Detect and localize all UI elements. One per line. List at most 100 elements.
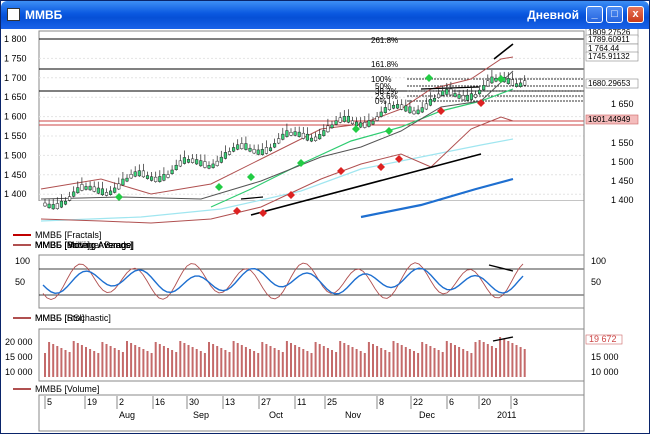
- stochastic-line: [42, 262, 524, 301]
- volume-bar: [302, 349, 305, 377]
- maximize-button[interactable]: □: [606, 6, 623, 23]
- legend-label: ММВБ [Moving Average]: [35, 239, 134, 250]
- volume-bar: [154, 342, 157, 377]
- price-panel: [38, 30, 585, 202]
- volume-bar: [85, 347, 87, 377]
- volume-bar: [113, 348, 116, 377]
- candle-body: [154, 176, 158, 182]
- volume-bar: [220, 348, 223, 377]
- fractal-up-marker: [247, 173, 255, 181]
- price-tag: 1601.44949: [588, 115, 631, 124]
- candle-body: [514, 83, 519, 87]
- fractal-up-marker: [385, 127, 393, 135]
- timeframe-label[interactable]: Дневной: [527, 8, 579, 22]
- fractal-down-marker: [377, 163, 385, 171]
- volume-bar: [183, 343, 186, 377]
- candle-body: [420, 107, 424, 113]
- x-month-label: Aug: [119, 410, 135, 420]
- minimize-button[interactable]: _: [586, 6, 603, 23]
- volume-bar: [64, 350, 67, 377]
- volume-bar: [445, 341, 448, 377]
- x-month-label: Sep: [193, 410, 209, 420]
- volume-bar: [126, 341, 128, 377]
- chart-canvas[interactable]: 1 800 1 750 1 700 1 650 1 600 1 550 1 500 1 450…: [1, 27, 649, 433]
- ma-cyan-line: [40, 138, 514, 222]
- candle-body: [432, 97, 437, 102]
- volume-bar: [236, 343, 239, 377]
- candle-body: [371, 120, 375, 125]
- candle-body: [178, 160, 182, 167]
- candle-body: [125, 177, 129, 182]
- volume-bar: [376, 346, 379, 377]
- close-button[interactable]: x: [627, 6, 644, 23]
- candle-body: [158, 176, 162, 182]
- legend-label: ММВБ [Bollinger Bands]: [35, 239, 133, 250]
- volume-bar: [331, 350, 333, 377]
- x-day-label: 19: [87, 397, 97, 407]
- volume-bar: [162, 346, 165, 377]
- volume-bar: [224, 350, 227, 377]
- volume-bar: [56, 346, 59, 377]
- fractal-up-marker: [297, 159, 305, 167]
- x-axis-panel: [38, 394, 585, 432]
- volume-bar: [72, 341, 75, 377]
- candle-body: [428, 98, 432, 106]
- volume-bar: [314, 342, 317, 377]
- osc-tick-label: 100: [15, 256, 30, 266]
- legend-stochastic: ММВБ [Stochastic]: [13, 312, 111, 323]
- candle-body: [88, 185, 92, 191]
- candle-body: [482, 85, 486, 91]
- volume-bar: [339, 341, 342, 377]
- volume-bar: [117, 350, 120, 377]
- fib-label: 50%: [375, 82, 391, 91]
- app-icon: [7, 8, 20, 21]
- volume-bar: [437, 350, 440, 377]
- volume-bar: [474, 342, 477, 377]
- candle-body: [289, 132, 293, 136]
- candle-body: [215, 160, 219, 166]
- volume-bar: [515, 345, 518, 377]
- candle-body: [490, 76, 494, 84]
- candle-body: [268, 147, 273, 152]
- candle-body: [277, 138, 281, 144]
- fractal-up-marker: [425, 74, 433, 82]
- legend-label: ММВБ [Fractals]: [35, 229, 102, 240]
- price-tag-box: [585, 51, 639, 62]
- volume-bar: [470, 353, 473, 377]
- x-month-label: 2011: [497, 410, 516, 420]
- x-day-label: 8: [379, 397, 384, 407]
- osc-trend-line: [488, 264, 514, 272]
- volume-bar: [363, 353, 366, 377]
- volume-bar: [466, 351, 469, 377]
- title-bar[interactable]: ММВБ Дневной _ □ x: [1, 1, 649, 29]
- fractal-down-marker: [233, 207, 241, 215]
- legend-volume: ММВБ [Volume]: [13, 383, 99, 394]
- price-tick-label: 1 750: [4, 53, 27, 63]
- candle-body: [162, 174, 166, 181]
- volume-bar: [199, 351, 202, 377]
- volume-bar: [392, 341, 395, 377]
- legend-label: ММВБ [Stochastic]: [35, 312, 111, 323]
- candle-body: [318, 134, 322, 140]
- candle-body: [285, 130, 289, 137]
- volume-bar: [400, 345, 403, 377]
- volume-bar: [134, 345, 137, 377]
- fib-label: 0%: [375, 97, 387, 106]
- volume-bar: [101, 342, 104, 377]
- candle-body: [109, 190, 113, 195]
- candle-body: [375, 116, 379, 121]
- x-day-label: 5: [47, 397, 52, 407]
- candle-body: [141, 170, 145, 178]
- x-month-label: Oct: [269, 410, 284, 420]
- fib-label: 100%: [371, 75, 391, 84]
- volume-bar: [44, 353, 46, 377]
- volume-bar: [179, 341, 182, 377]
- volume-bar: [355, 349, 358, 377]
- volume-bar: [265, 344, 268, 377]
- volume-last-value: 19 672: [589, 334, 617, 344]
- volume-right-tick: 15 000: [591, 352, 619, 362]
- candle-body: [96, 187, 100, 194]
- volume-bar: [367, 342, 370, 377]
- volume-bar: [52, 344, 55, 377]
- price-tag-box: [585, 78, 639, 89]
